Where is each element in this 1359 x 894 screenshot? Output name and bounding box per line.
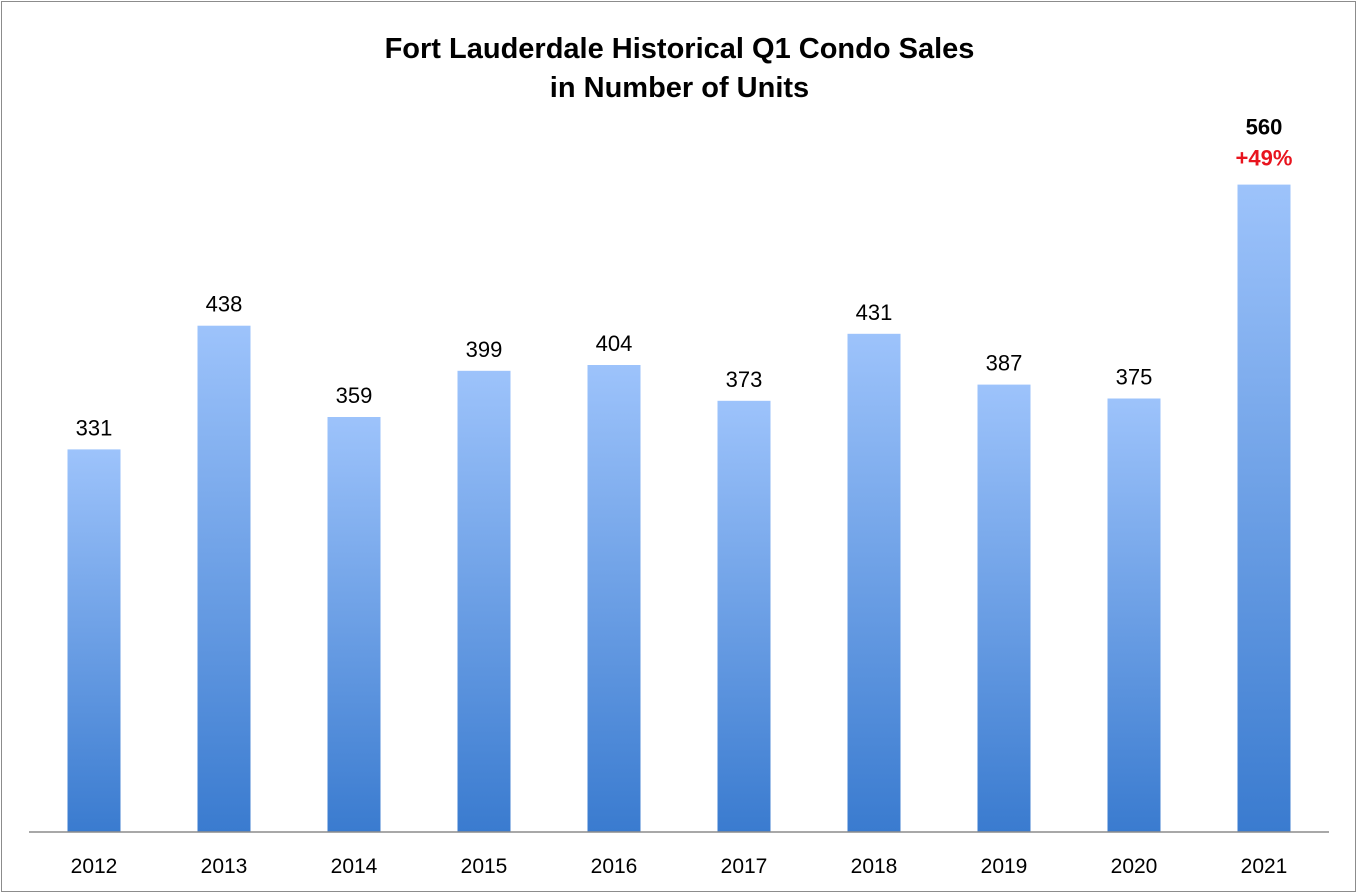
value-label-2015: 399 xyxy=(466,337,503,362)
value-label-2019: 387 xyxy=(986,351,1023,376)
x-tick-label-2020: 2020 xyxy=(1111,855,1158,878)
bars-group xyxy=(67,184,1291,833)
value-label-2016: 404 xyxy=(596,331,633,356)
value-label-2018: 431 xyxy=(856,300,893,325)
bar-2013 xyxy=(197,325,251,832)
bar-2012 xyxy=(67,449,121,832)
x-tick-labels-group: 2012 2013 2014 2015 2016 2017 2018 2019 2020 2021 xyxy=(71,855,1288,878)
change-annotation-2021: +49% xyxy=(1236,146,1293,171)
bar-2017 xyxy=(717,400,771,832)
x-tick-label-2012: 2012 xyxy=(71,855,118,878)
chart-subtitle: in Number of Units xyxy=(549,72,810,104)
bar-2021 xyxy=(1237,184,1291,833)
chart-title-line1: Fort Lauderdale Historical Q1 Condo Sale… xyxy=(384,33,975,65)
bar-2014 xyxy=(327,417,381,832)
x-tick-label-2019: 2019 xyxy=(981,855,1028,878)
bar-2016 xyxy=(587,365,641,832)
bar-2019 xyxy=(977,384,1031,832)
bar-2020 xyxy=(1107,398,1161,832)
value-labels-group: 331 438 359 399 404 373 431 387 375 560 xyxy=(76,115,1283,441)
x-tick-label-2018: 2018 xyxy=(851,855,898,878)
value-label-2012: 331 xyxy=(76,415,113,440)
bar-2018 xyxy=(847,333,901,832)
value-label-2020: 375 xyxy=(1116,365,1153,390)
x-tick-label-2021: 2021 xyxy=(1241,855,1288,878)
value-label-2017: 373 xyxy=(726,367,763,392)
value-label-2021: 560 xyxy=(1246,115,1283,140)
bar-2015 xyxy=(457,370,511,832)
x-tick-label-2017: 2017 xyxy=(721,855,768,878)
x-tick-label-2015: 2015 xyxy=(461,855,508,878)
x-tick-label-2013: 2013 xyxy=(201,855,248,878)
x-tick-label-2014: 2014 xyxy=(331,855,378,878)
annotations-group: +49% xyxy=(1236,146,1293,171)
chart-title: Fort Lauderdale Historical Q1 Condo Sale… xyxy=(0,30,1359,108)
value-label-2014: 359 xyxy=(336,383,373,408)
value-label-2013: 438 xyxy=(206,292,243,317)
x-tick-label-2016: 2016 xyxy=(591,855,638,878)
